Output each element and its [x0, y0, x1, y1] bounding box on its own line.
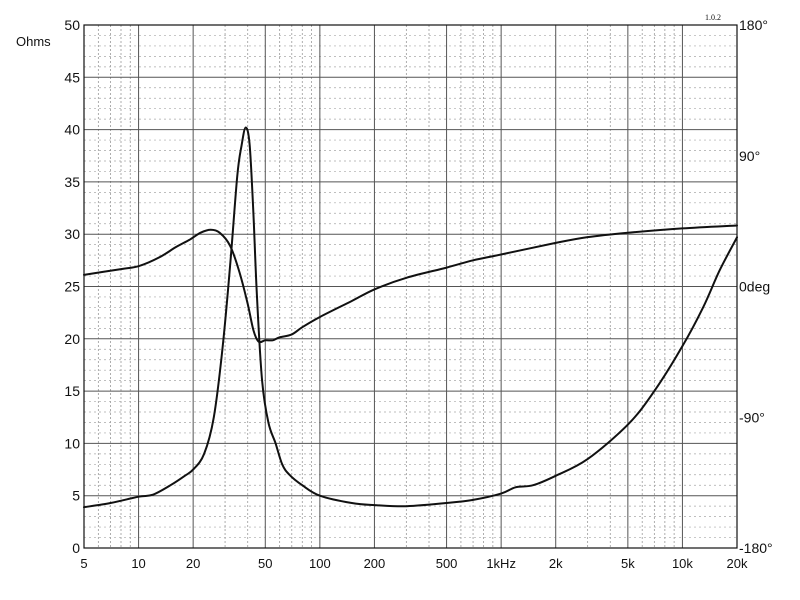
x-tick-label: 10 — [131, 556, 145, 571]
phase-tick-label: 180° — [739, 17, 768, 33]
y-tick-label: 50 — [64, 17, 80, 33]
y-axis-label: Ohms — [16, 34, 51, 49]
y-tick-label: 20 — [64, 331, 80, 347]
impedance-series-line — [83, 126, 738, 509]
y-tick-label: 30 — [64, 226, 80, 242]
series-lines — [83, 126, 738, 509]
phase-tick-label: -90° — [739, 409, 765, 425]
x-tick-label: 2k — [549, 556, 563, 571]
x-tick-label: 5 — [80, 556, 87, 571]
phase-tick-label: 90° — [739, 148, 760, 164]
x-tick-label: 20k — [727, 556, 748, 571]
x-tick-label: 5k — [621, 556, 635, 571]
y-tick-label: 25 — [64, 279, 80, 295]
phase-axis-ticks: 180° 90° 0deg -90° -180° — [739, 17, 773, 556]
impedance-axis-ticks: 0 5 10 15 20 25 30 35 40 45 50 — [64, 17, 80, 556]
x-tick-label: 50 — [258, 556, 272, 571]
x-tick-label: 1kHz — [486, 556, 516, 571]
y-tick-label: 35 — [64, 174, 80, 190]
phase-series-line — [83, 224, 738, 344]
major-gridlines — [84, 25, 737, 548]
y-tick-label: 10 — [64, 435, 80, 451]
plot-frame — [83, 24, 738, 549]
version-label: 1.0.2 — [705, 13, 721, 22]
x-tick-label: 10k — [672, 556, 693, 571]
y-tick-label: 40 — [64, 122, 80, 138]
y-tick-label: 15 — [64, 383, 80, 399]
y-tick-label: 5 — [72, 488, 80, 504]
phase-tick-label: -180° — [739, 540, 773, 556]
x-tick-label: 20 — [186, 556, 200, 571]
frequency-axis-ticks: 5 10 20 50 100 200 500 1kHz 2k 5k 10k 20k — [80, 556, 748, 571]
y-tick-label: 0 — [72, 540, 80, 556]
x-tick-label: 200 — [364, 556, 386, 571]
x-tick-label: 100 — [309, 556, 331, 571]
y-tick-label: 45 — [64, 69, 80, 85]
x-tick-label: 500 — [436, 556, 458, 571]
phase-tick-label: 0deg — [739, 279, 770, 295]
